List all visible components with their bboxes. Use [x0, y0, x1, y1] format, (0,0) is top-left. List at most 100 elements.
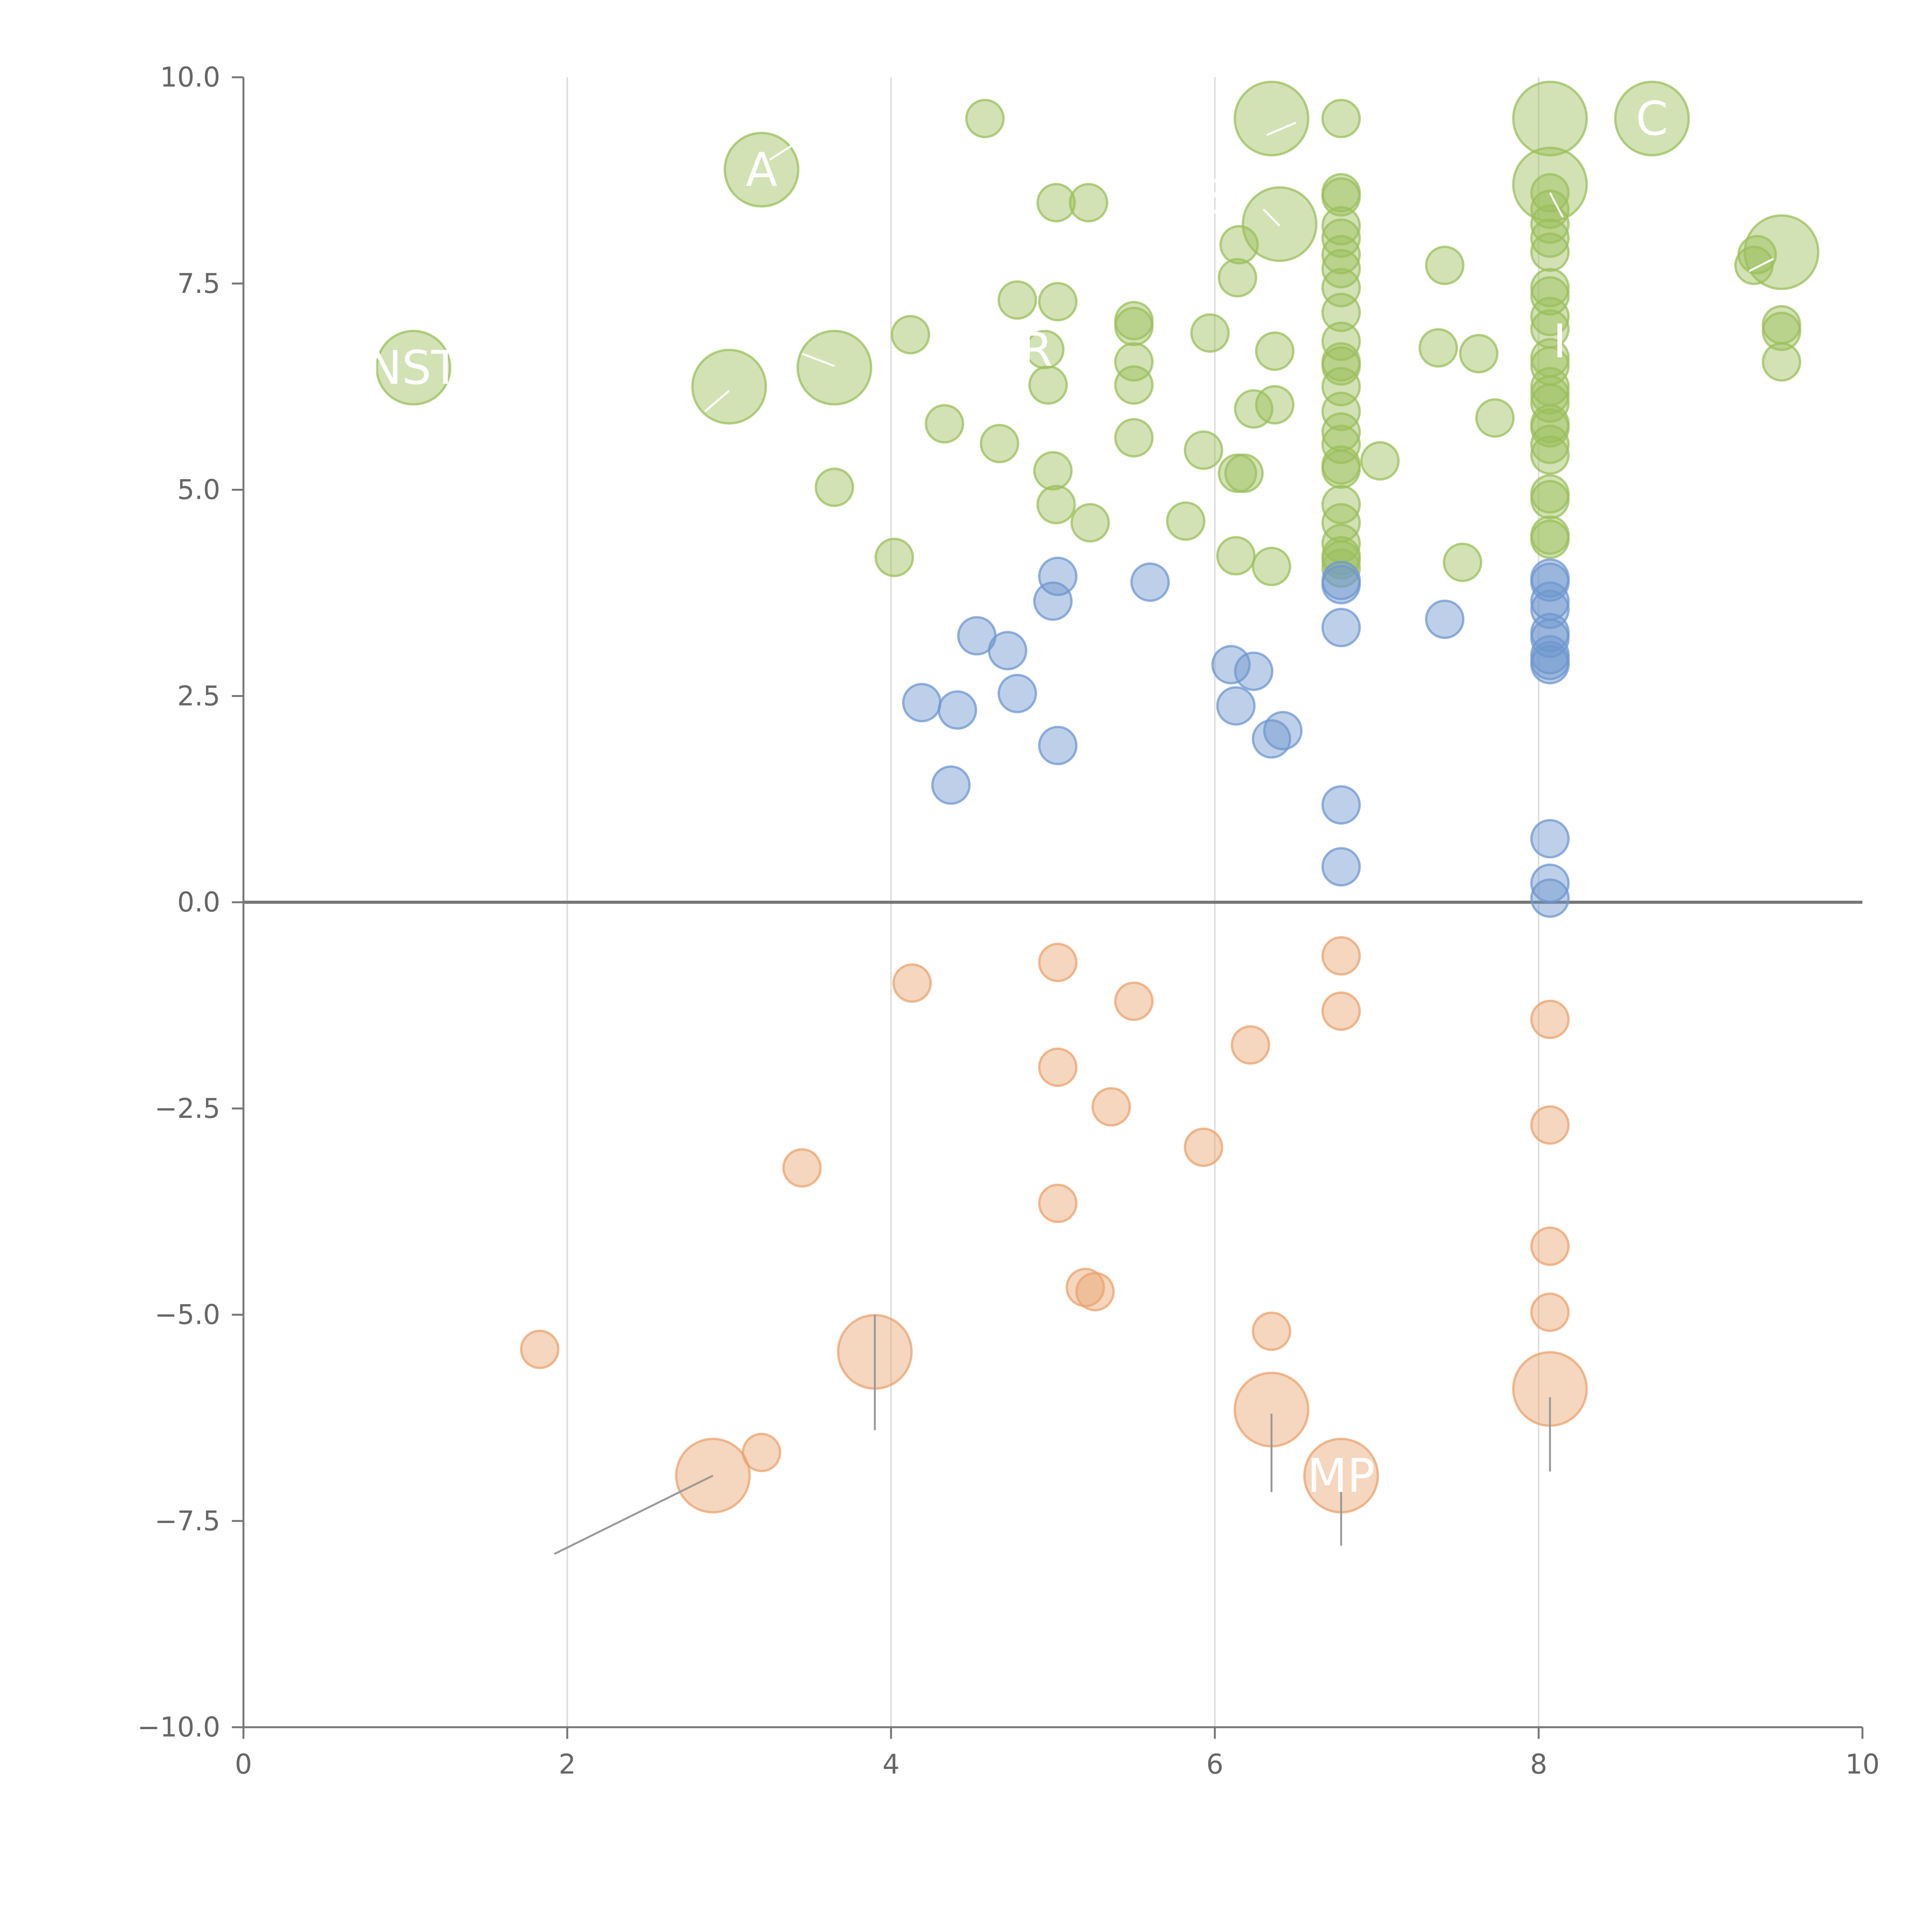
- green-bubble: [997, 280, 1037, 320]
- green-bubble: [1321, 449, 1361, 489]
- green-bubble: [1114, 418, 1154, 457]
- green-large-bubble: [723, 132, 799, 208]
- green-large-bubble: [1512, 80, 1588, 156]
- blue-bubble: [1234, 651, 1274, 691]
- bubble-label: A: [746, 143, 777, 197]
- annotation-label: P: [1473, 88, 1501, 142]
- green-bubble: [1530, 519, 1570, 559]
- orange-bubble: [742, 1433, 781, 1473]
- blue-bubble: [1530, 878, 1570, 918]
- green-bubble: [1530, 375, 1570, 415]
- y-tick-label: 2.5: [177, 680, 220, 712]
- green-bubble: [1762, 311, 1801, 351]
- leader-line: [769, 138, 803, 161]
- orange-bubble: [1252, 1311, 1291, 1351]
- axes: 0 2 4 6 8 10 −10.0 −7.5 −5.0 −2.5 0.0 2.5 5.0 7.5 10.0: [137, 61, 1879, 1780]
- green-bubble: [1530, 480, 1570, 520]
- leader-line: [801, 352, 835, 367]
- annotation-label: A: [972, 323, 1004, 377]
- annotation-label: I: [1553, 315, 1566, 369]
- green-bubble: [1425, 245, 1464, 285]
- green-bubble: [965, 99, 1005, 138]
- green-bubble: [1530, 297, 1570, 337]
- y-tick-label: 10.0: [160, 61, 220, 93]
- green-bubble: [1762, 342, 1801, 382]
- blue-bubble: [1321, 565, 1361, 605]
- blue-bubble: [931, 765, 971, 805]
- green-bubble: [1530, 189, 1570, 229]
- x-tick-label: 10: [1845, 1748, 1879, 1780]
- x-tick-label: 2: [559, 1748, 576, 1780]
- green-bubble: [1036, 485, 1076, 524]
- green-bubble: [1321, 235, 1361, 275]
- green-bubble: [1219, 225, 1259, 265]
- green-bubble: [874, 537, 914, 577]
- orange-bubble: [892, 963, 932, 1003]
- y-tick-label: −5.0: [155, 1299, 220, 1331]
- green-bubble: [1321, 346, 1361, 386]
- orange-bubble: [782, 1148, 822, 1188]
- x-tick-label: 0: [235, 1748, 252, 1780]
- green-bubble: [1530, 218, 1570, 258]
- blue-bubble: [1425, 599, 1464, 639]
- green-bubble: [1418, 328, 1458, 368]
- x-tick-label: 6: [1206, 1748, 1224, 1780]
- green-bubble: [1321, 218, 1361, 258]
- green-bubble: [1321, 391, 1361, 431]
- blue-bubble: [902, 683, 942, 723]
- bubble-label: C: [1636, 92, 1668, 146]
- annotation-label: R: [1020, 323, 1053, 377]
- blue-bubble: [1211, 645, 1251, 685]
- green-large-bubble: [1233, 80, 1310, 156]
- blue-bubble: [1530, 863, 1570, 903]
- orange-bubble: [1530, 1105, 1570, 1145]
- y-tick-label: 0.0: [177, 886, 220, 918]
- green-bubble: [1321, 177, 1361, 217]
- orange-bubble: [1075, 1272, 1115, 1311]
- orange-bubble: [1321, 936, 1361, 976]
- green-large-bubble: [1614, 80, 1690, 156]
- blue-bubble: [1530, 590, 1570, 629]
- green-bubble: [1114, 365, 1154, 405]
- bubbles: [375, 80, 1820, 1514]
- blue-bubble: [1130, 562, 1170, 602]
- blue-bubble: [1321, 785, 1361, 825]
- y-tick-label: −2.5: [155, 1093, 220, 1124]
- orange-bubble: [1114, 981, 1154, 1021]
- bubble-label: MP: [1307, 1449, 1375, 1503]
- y-tick-label: 7.5: [177, 268, 220, 299]
- green-bubble: [1224, 453, 1264, 493]
- green-bubble: [1028, 365, 1068, 405]
- annotation-label: S: [1203, 171, 1233, 224]
- blue-bubble: [1038, 556, 1078, 596]
- green-bubble: [1321, 548, 1361, 588]
- green-bubble: [1190, 313, 1230, 353]
- green-bubble: [1321, 293, 1361, 332]
- green-bubble: [980, 423, 1019, 463]
- bubble-label: NST: [367, 342, 460, 395]
- orange-bubble: [1321, 991, 1361, 1031]
- green-bubble: [1036, 183, 1076, 223]
- green-bubble: [815, 468, 854, 507]
- leader-line: [1748, 258, 1774, 272]
- green-bubble: [1069, 183, 1109, 223]
- green-bubble: [1114, 342, 1154, 382]
- green-bubble: [1184, 430, 1223, 470]
- green-bubble: [1530, 232, 1570, 272]
- x-tick-label: 4: [883, 1748, 900, 1780]
- blue-bubble: [1530, 645, 1570, 685]
- leader-line: [1266, 122, 1296, 136]
- leader-line: [1262, 208, 1281, 227]
- green-bubble: [1114, 306, 1154, 346]
- leader-line: [704, 390, 730, 412]
- green-bubble: [1459, 334, 1498, 374]
- blue-bubble: [1530, 819, 1570, 859]
- green-large-bubble: [1512, 146, 1588, 223]
- leader-line: [1549, 192, 1564, 218]
- orange-bubble: [1530, 1293, 1570, 1332]
- orange-bubble: [1530, 1226, 1570, 1266]
- blue-bubble: [997, 673, 1037, 713]
- orange-bubble: [1231, 1025, 1270, 1065]
